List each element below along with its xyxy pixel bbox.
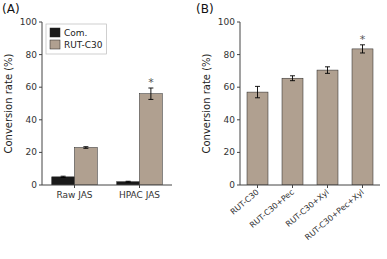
y-tick-label: 80	[26, 50, 38, 60]
bar	[52, 177, 75, 185]
error-bar	[360, 45, 365, 53]
bar	[317, 70, 338, 185]
x-tick-label: HPAC JAS	[119, 190, 160, 200]
panel-label: (B)	[196, 2, 214, 16]
error-bar	[61, 176, 66, 177]
y-tick-label: 100	[218, 17, 235, 27]
legend-label: RUT-C30	[64, 40, 103, 50]
x-tick	[292, 185, 293, 188]
error-bar	[325, 67, 330, 74]
x-axis	[42, 185, 172, 186]
y-tick-label: 80	[224, 50, 236, 60]
x-tick	[257, 185, 258, 188]
error-bar	[126, 181, 131, 183]
panel: 0 20 40 60 80 100 Conversion rate (%) (A) Raw JA…	[2, 2, 172, 200]
annotation: *	[360, 33, 366, 46]
legend-swatch	[50, 28, 60, 37]
y-tick-label: 60	[26, 82, 38, 92]
legend-frame	[46, 24, 107, 54]
error-bar	[290, 76, 295, 81]
x-tick-label: RUT-C30+Pec+Xyl	[303, 188, 365, 242]
bar	[352, 49, 373, 185]
y-tick-label: 40	[26, 115, 38, 125]
legend-label: Com.	[64, 28, 87, 38]
y-axis-label: Conversion rate (%)	[201, 53, 212, 153]
legend-swatch	[50, 40, 60, 49]
y-tick-label: 20	[224, 147, 236, 157]
error-bar	[255, 86, 260, 97]
legend: Com. RUT-C30	[46, 24, 107, 54]
x-tick	[139, 185, 140, 188]
y-tick-label: 0	[229, 180, 235, 190]
y-tick-label: 100	[20, 17, 37, 27]
y-axis	[240, 22, 241, 185]
x-tick	[74, 185, 75, 188]
chart-root: 0 20 40 60 80 100 Conversion rate (%) (A) Raw JA…	[0, 0, 387, 259]
bar	[140, 94, 163, 185]
y-axis-label: Conversion rate (%)	[3, 53, 14, 153]
y-axis	[42, 22, 43, 185]
x-tick-label: RUT-C30	[229, 188, 261, 217]
y-tick-label: 40	[224, 115, 236, 125]
error-bar	[83, 147, 88, 149]
x-axis	[240, 185, 380, 186]
plot-area	[52, 88, 163, 185]
plot-area	[247, 45, 373, 185]
y-tick-label: 20	[26, 147, 38, 157]
y-tick-label: 0	[31, 180, 37, 190]
bar	[282, 78, 303, 185]
x-tick-label: Raw JAS	[56, 190, 92, 200]
bar	[247, 92, 268, 185]
x-tick	[327, 185, 328, 188]
bar	[75, 148, 98, 185]
panel-label: (A)	[2, 2, 20, 16]
y-tick-label: 60	[224, 82, 236, 92]
x-tick	[362, 185, 363, 188]
error-bar	[148, 88, 153, 99]
panel: 0 20 40 60 80 100 Conversion rate (%) (B) RUT-C3…	[196, 2, 380, 242]
annotation: *	[148, 76, 154, 89]
